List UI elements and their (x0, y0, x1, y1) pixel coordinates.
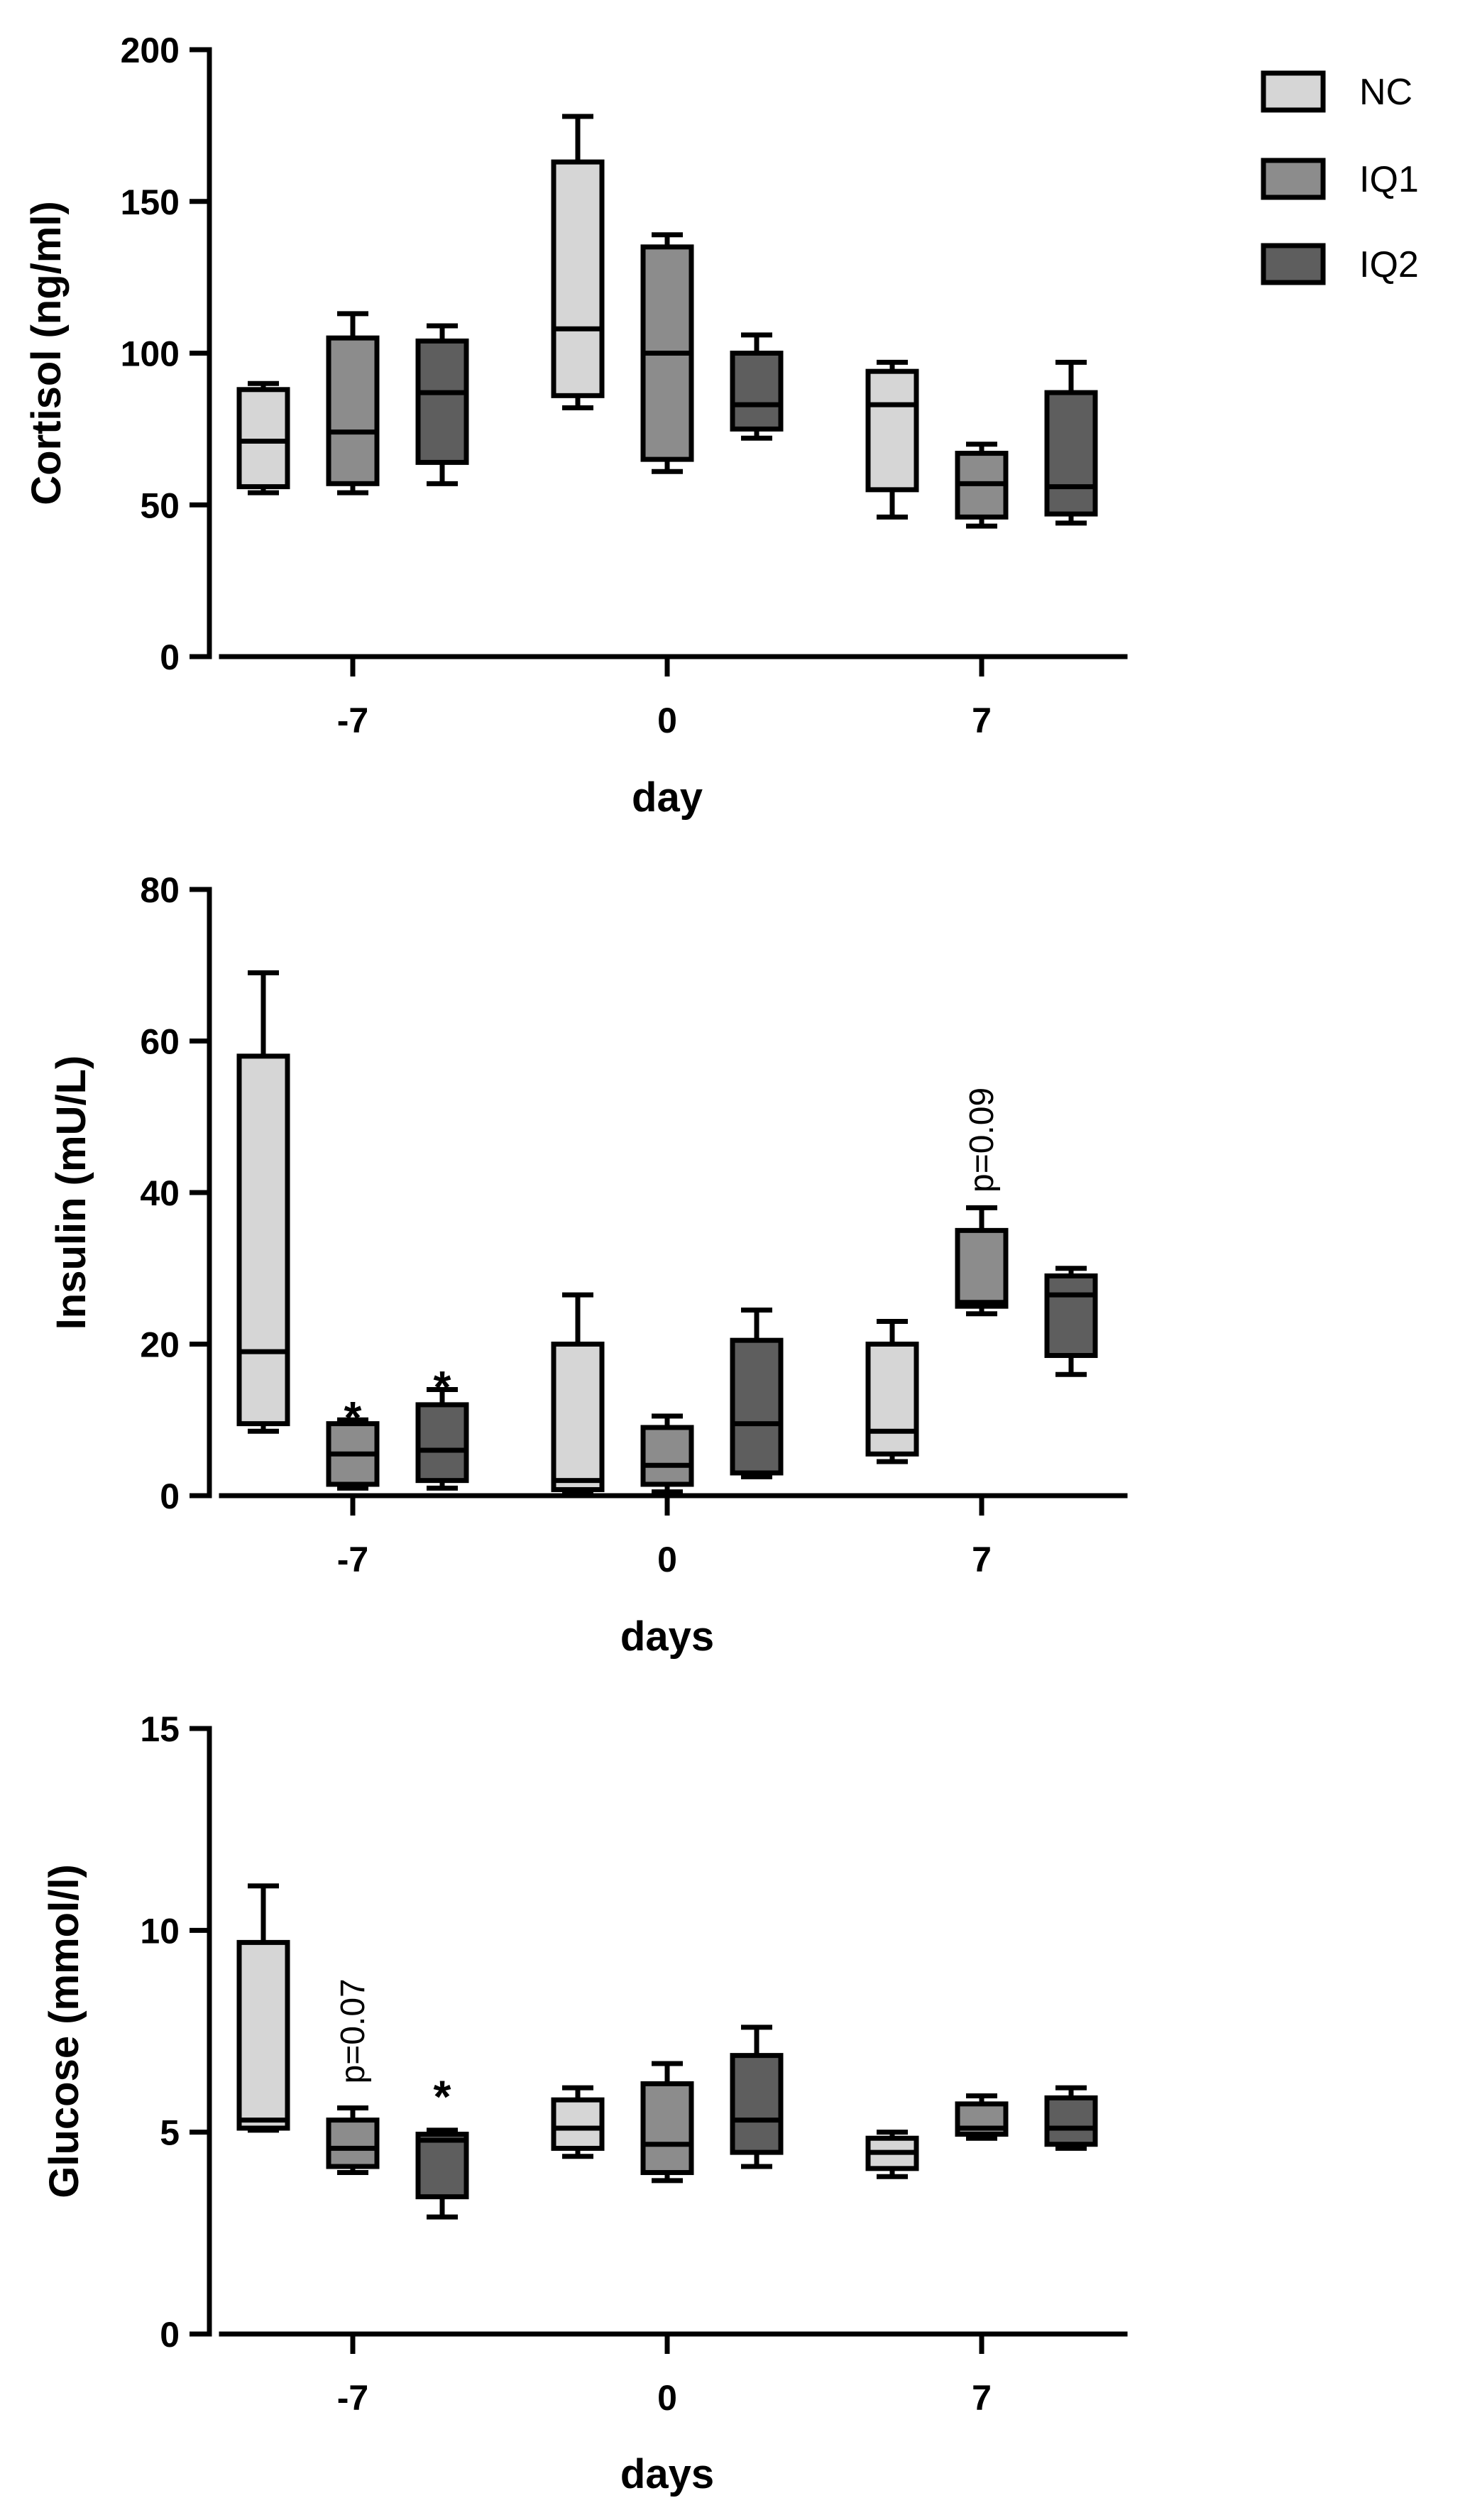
box-iq1-day-7 (955, 442, 1009, 529)
iqr-box (730, 2053, 784, 2155)
box-iq1-day-7 (955, 2093, 1009, 2141)
iqr-box (730, 1337, 784, 1476)
iqr-box (1044, 2095, 1098, 2147)
annotation-significance: * (434, 2071, 451, 2122)
box-iq2-day-0 (730, 2025, 784, 2169)
panel-2: 0 20 40 60 80 -7 0 7 days Insulin (mU/L) * * p=0.09 (48, 870, 1128, 1660)
y-tick-label: 60 (140, 1022, 180, 1062)
x-tick-label: 0 (657, 1540, 677, 1579)
legend-label-nc: NC (1359, 72, 1413, 113)
annotation-significance: * (434, 1362, 451, 1413)
y-tick-label: 20 (140, 1325, 180, 1365)
legend: NC IQ1 IQ2 (1261, 70, 1419, 285)
x-tick-label: -7 (337, 2378, 368, 2418)
box-iq2-day--7 (415, 2127, 469, 2220)
box-nc-day-0 (551, 2085, 605, 2159)
x-tick-label: 7 (972, 2378, 992, 2418)
box-nc-day-0 (551, 114, 605, 410)
x-axis-title: day (632, 774, 703, 821)
iqr-box (236, 387, 290, 490)
x-tick-label: 7 (972, 1540, 992, 1579)
iqr-box (1044, 390, 1098, 517)
x-tick-label: -7 (337, 1540, 368, 1579)
box-iq2-day-0 (730, 332, 784, 441)
iqr-box (955, 1227, 1009, 1309)
box-nc-day-0 (551, 1292, 605, 1495)
box-iq2-day-7 (1044, 359, 1098, 526)
legend-swatch-iq2 (1261, 243, 1326, 285)
y-tick-label: 0 (160, 637, 180, 677)
iqr-box (640, 1425, 694, 1487)
iqr-box (551, 159, 605, 398)
iqr-box (865, 1342, 919, 1457)
annotation-significance: * (344, 1392, 362, 1443)
annotation-pvalue: p=0.09 (963, 1088, 1001, 1193)
y-tick-label: 10 (140, 1911, 180, 1951)
box-nc-day--7 (236, 380, 290, 495)
box-iq1-day--7 (326, 2105, 380, 2176)
box-iq1-day-0 (640, 232, 694, 474)
iqr-box (415, 1402, 469, 1484)
y-tick-label: 200 (121, 31, 180, 70)
iqr-box (326, 2118, 380, 2169)
annotation-pvalue: p=0.07 (334, 1978, 372, 2083)
box-nc-day-7 (865, 1318, 919, 1464)
iqr-box (551, 1342, 605, 1492)
legend-swatch-iq1 (1261, 158, 1326, 200)
box-iq2-day-7 (1044, 2085, 1098, 2151)
y-tick-label: 150 (121, 182, 180, 222)
box-iq1-day-7 (955, 1205, 1009, 1317)
y-tick-label: 0 (160, 2315, 180, 2355)
box-iq1-day-0 (640, 1413, 694, 1495)
legend-label-iq2: IQ2 (1359, 244, 1419, 285)
y-tick-label: 15 (140, 1709, 180, 1749)
y-tick-label: 40 (140, 1173, 180, 1213)
iqr-box (1044, 1273, 1098, 1359)
y-tick-label: 50 (140, 486, 180, 525)
iqr-box (551, 2097, 605, 2151)
legend-label-iq1: IQ1 (1359, 159, 1419, 200)
iqr-box (640, 2081, 694, 2176)
box-iq2-day-7 (1044, 1266, 1098, 1377)
iqr-box (326, 335, 380, 486)
iqr-box (415, 2132, 469, 2200)
x-axis-title: days (620, 2451, 714, 2497)
y-axis-title: Insulin (mU/L) (48, 1056, 94, 1330)
iqr-box (730, 351, 784, 432)
box-nc-day--7 (236, 970, 290, 1434)
box-nc-day-7 (865, 359, 919, 520)
panel-1: 0 50 100 150 200 -7 0 7 day Cortisol (ng/ml) (23, 31, 1128, 821)
box-iq1-day-0 (640, 2061, 694, 2184)
iqr-box (415, 338, 469, 465)
box-iq2-day--7 (415, 1387, 469, 1491)
y-axis-title: Cortisol (ng/ml) (23, 201, 70, 505)
y-tick-label: 80 (140, 870, 180, 910)
box-iq2-day--7 (415, 323, 469, 486)
x-tick-label: -7 (337, 701, 368, 740)
x-tick-label: 0 (657, 2378, 677, 2418)
box-iq1-day--7 (326, 1417, 380, 1491)
iqr-box (236, 1053, 290, 1427)
x-tick-label: 0 (657, 701, 677, 740)
legend-swatch-nc (1261, 70, 1326, 113)
iqr-box (865, 368, 919, 493)
y-axis-title: Glucose (mmol/l) (41, 1864, 87, 2198)
box-nc-day--7 (236, 1883, 290, 2133)
box-iq2-day-0 (730, 1307, 784, 1479)
y-tick-label: 0 (160, 1477, 180, 1516)
iqr-box (236, 1939, 290, 2131)
box-nc-day-7 (865, 2130, 919, 2179)
box-iq1-day--7 (326, 311, 380, 495)
x-axis-title: days (620, 1614, 714, 1660)
y-tick-label: 5 (160, 2113, 180, 2153)
x-tick-label: 7 (972, 701, 992, 740)
y-tick-label: 100 (121, 334, 180, 374)
panel-3: 0 5 10 15 -7 0 7 days Glucose (mmol/l) p=0.07 * (41, 1709, 1128, 2497)
